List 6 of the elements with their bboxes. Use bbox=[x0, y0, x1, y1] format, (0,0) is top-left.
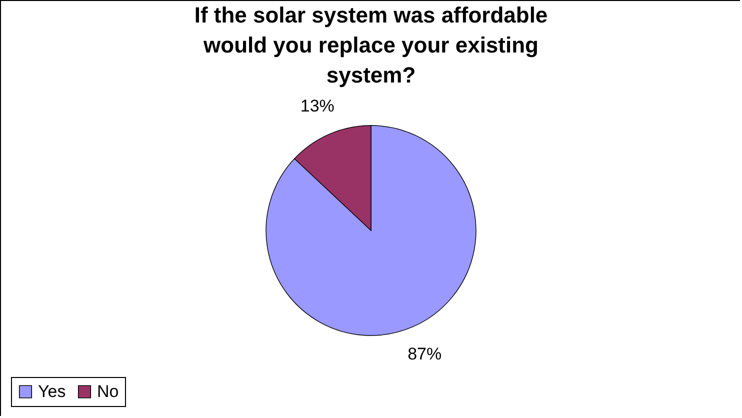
pie-slice bbox=[266, 125, 476, 336]
data-label: 13% bbox=[300, 96, 334, 116]
data-label: 87% bbox=[408, 344, 442, 364]
legend-label: Yes bbox=[38, 382, 66, 401]
chart-title: If the solar system was affordable would you replace your existing system? bbox=[194, 2, 548, 88]
legend-label: No bbox=[97, 382, 119, 401]
